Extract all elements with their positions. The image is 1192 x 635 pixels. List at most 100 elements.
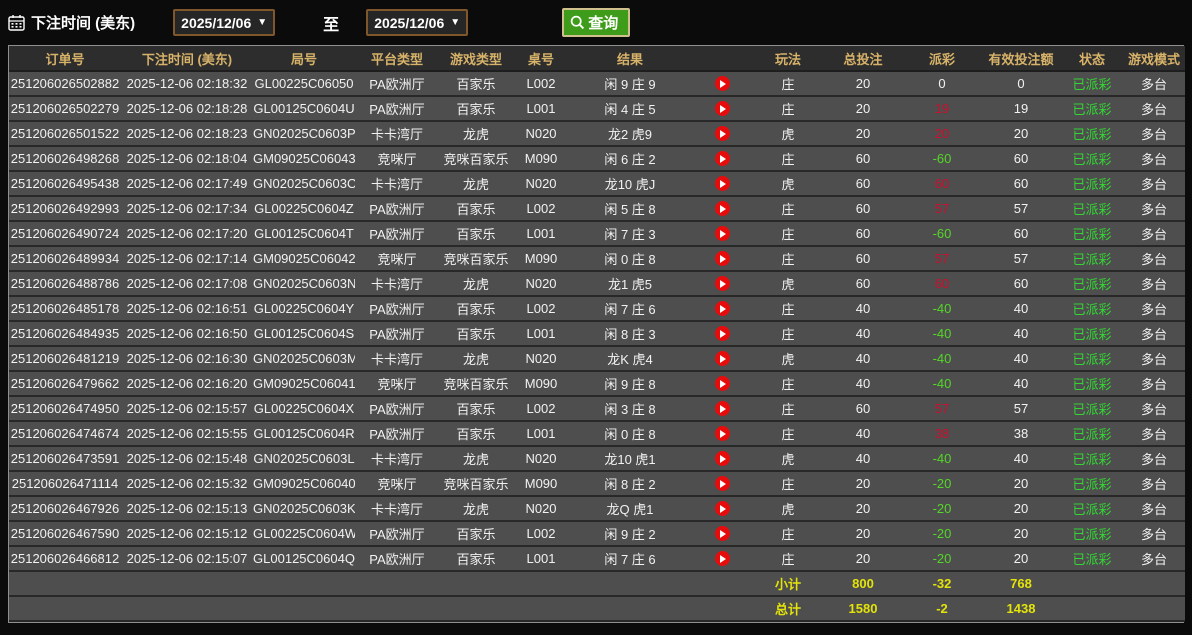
table-no-cell: L001: [513, 421, 569, 447]
total-bet-cell: 20: [823, 546, 903, 572]
platform-type-cell: 卡卡湾厅: [355, 496, 439, 522]
play-type-cell: 庄: [753, 221, 823, 247]
result-cell: 闲 0 庄 8: [569, 421, 691, 447]
platform-type-cell: 竞咪厅: [355, 146, 439, 172]
table-no-cell: M090: [513, 146, 569, 172]
total-bet-cell: 40: [823, 421, 903, 447]
play-icon[interactable]: [714, 276, 730, 292]
game-mode-cell: 多台: [1123, 521, 1185, 547]
play-icon[interactable]: [714, 376, 730, 392]
table-no-cell: N020: [513, 271, 569, 297]
col-valid-bet: 有效投注额: [981, 46, 1061, 72]
total-bet-cell: 20: [823, 496, 903, 522]
play-type-cell: 虎: [753, 346, 823, 372]
game-type-cell: 龙虎: [439, 496, 513, 522]
bet-time-cell: 2025-12-06 02:15:13: [121, 496, 253, 522]
bet-time-cell: 2025-12-06 02:18:32: [121, 71, 253, 97]
play-type-cell: 庄: [753, 371, 823, 397]
game-mode-cell: 多台: [1123, 321, 1185, 347]
valid-bet-cell: 0: [981, 71, 1061, 97]
play-icon[interactable]: [714, 426, 730, 442]
play-type-cell: 庄: [753, 146, 823, 172]
replay-cell: [691, 446, 753, 472]
play-icon[interactable]: [714, 451, 730, 467]
status-badge: 已派彩: [1061, 71, 1123, 97]
play-icon[interactable]: [714, 476, 730, 492]
platform-type-cell: PA欧洲厅: [355, 196, 439, 222]
col-platform-type: 平台类型: [355, 46, 439, 72]
play-icon[interactable]: [714, 301, 730, 317]
table-no-cell: L001: [513, 221, 569, 247]
subtotal-valid: 768: [981, 571, 1061, 597]
subtotal-label: 小计: [753, 571, 823, 597]
play-icon[interactable]: [714, 551, 730, 567]
col-order-id: 订单号: [9, 46, 121, 72]
round-id-cell: GN02025C0603L: [253, 446, 355, 472]
round-id-cell: GM09025C06040: [253, 471, 355, 497]
play-icon[interactable]: [714, 501, 730, 517]
status-badge: 已派彩: [1061, 546, 1123, 572]
col-payout: 派彩: [903, 46, 981, 72]
play-icon[interactable]: [714, 101, 730, 117]
col-round-id: 局号: [253, 46, 355, 72]
game-type-cell: 百家乐: [439, 71, 513, 97]
play-icon[interactable]: [714, 151, 730, 167]
table-header: 订单号 下注时间 (美东) 局号 平台类型 游戏类型 桌号 结果 玩法 总投注 …: [9, 46, 1185, 72]
date-to-value: 2025/12/06: [374, 14, 445, 31]
table-row: 251206026474950 2025-12-06 02:15:57 GL00…: [9, 396, 1185, 422]
round-id-cell: GM09025C06041: [253, 371, 355, 397]
payout-cell: -40: [903, 296, 981, 322]
col-play-type: 玩法: [753, 46, 823, 72]
game-type-cell: 竞咪百家乐: [439, 471, 513, 497]
status-badge: 已派彩: [1061, 321, 1123, 347]
total-bet-cell: 60: [823, 271, 903, 297]
table-no-cell: M090: [513, 246, 569, 272]
play-icon[interactable]: [714, 176, 730, 192]
result-cell: 闲 8 庄 3: [569, 321, 691, 347]
round-id-cell: GN02025C0603N: [253, 271, 355, 297]
play-icon[interactable]: [714, 201, 730, 217]
status-badge: 已派彩: [1061, 271, 1123, 297]
date-to-select[interactable]: 2025/12/06 ▼: [366, 9, 469, 36]
order-id-cell: 251206026488786: [9, 271, 121, 297]
game-type-cell: 龙虎: [439, 271, 513, 297]
order-id-cell: 251206026502279: [9, 96, 121, 122]
table-no-cell: L001: [513, 321, 569, 347]
play-icon[interactable]: [714, 526, 730, 542]
play-icon[interactable]: [714, 251, 730, 267]
play-icon[interactable]: [714, 351, 730, 367]
bet-time-cell: 2025-12-06 02:15:12: [121, 521, 253, 547]
game-mode-cell: 多台: [1123, 346, 1185, 372]
table-row: 251206026467926 2025-12-06 02:15:13 GN02…: [9, 496, 1185, 522]
play-icon[interactable]: [714, 401, 730, 417]
subtotal-bet: 800: [823, 571, 903, 597]
status-badge: 已派彩: [1061, 496, 1123, 522]
bet-time-cell: 2025-12-06 02:16:50: [121, 321, 253, 347]
status-badge: 已派彩: [1061, 471, 1123, 497]
table-row: 251206026467590 2025-12-06 02:15:12 GL00…: [9, 521, 1185, 547]
result-cell: 闲 9 庄 9: [569, 71, 691, 97]
play-icon[interactable]: [714, 126, 730, 142]
play-icon[interactable]: [714, 326, 730, 342]
platform-type-cell: 卡卡湾厅: [355, 171, 439, 197]
replay-cell: [691, 146, 753, 172]
game-type-cell: 百家乐: [439, 521, 513, 547]
round-id-cell: GL00225C0604Y: [253, 296, 355, 322]
date-from-select[interactable]: 2025/12/06 ▼: [173, 9, 276, 36]
play-icon[interactable]: [714, 76, 730, 92]
result-cell: 龙K 虎4: [569, 346, 691, 372]
total-bet: 1580: [823, 596, 903, 622]
order-id-cell: 251206026479662: [9, 371, 121, 397]
query-button[interactable]: 查询: [562, 8, 631, 37]
game-mode-cell: 多台: [1123, 71, 1185, 97]
order-id-cell: 251206026467590: [9, 521, 121, 547]
valid-bet-cell: 19: [981, 96, 1061, 122]
table-no-cell: L001: [513, 546, 569, 572]
status-badge: 已派彩: [1061, 421, 1123, 447]
valid-bet-cell: 40: [981, 321, 1061, 347]
game-type-cell: 百家乐: [439, 421, 513, 447]
order-id-cell: 251206026481219: [9, 346, 121, 372]
table-row: 251206026501522 2025-12-06 02:18:23 GN02…: [9, 121, 1185, 147]
order-id-cell: 251206026492993: [9, 196, 121, 222]
play-icon[interactable]: [714, 226, 730, 242]
